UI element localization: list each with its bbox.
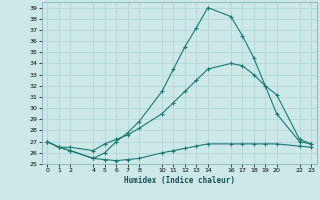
X-axis label: Humidex (Indice chaleur): Humidex (Indice chaleur) — [124, 176, 235, 185]
